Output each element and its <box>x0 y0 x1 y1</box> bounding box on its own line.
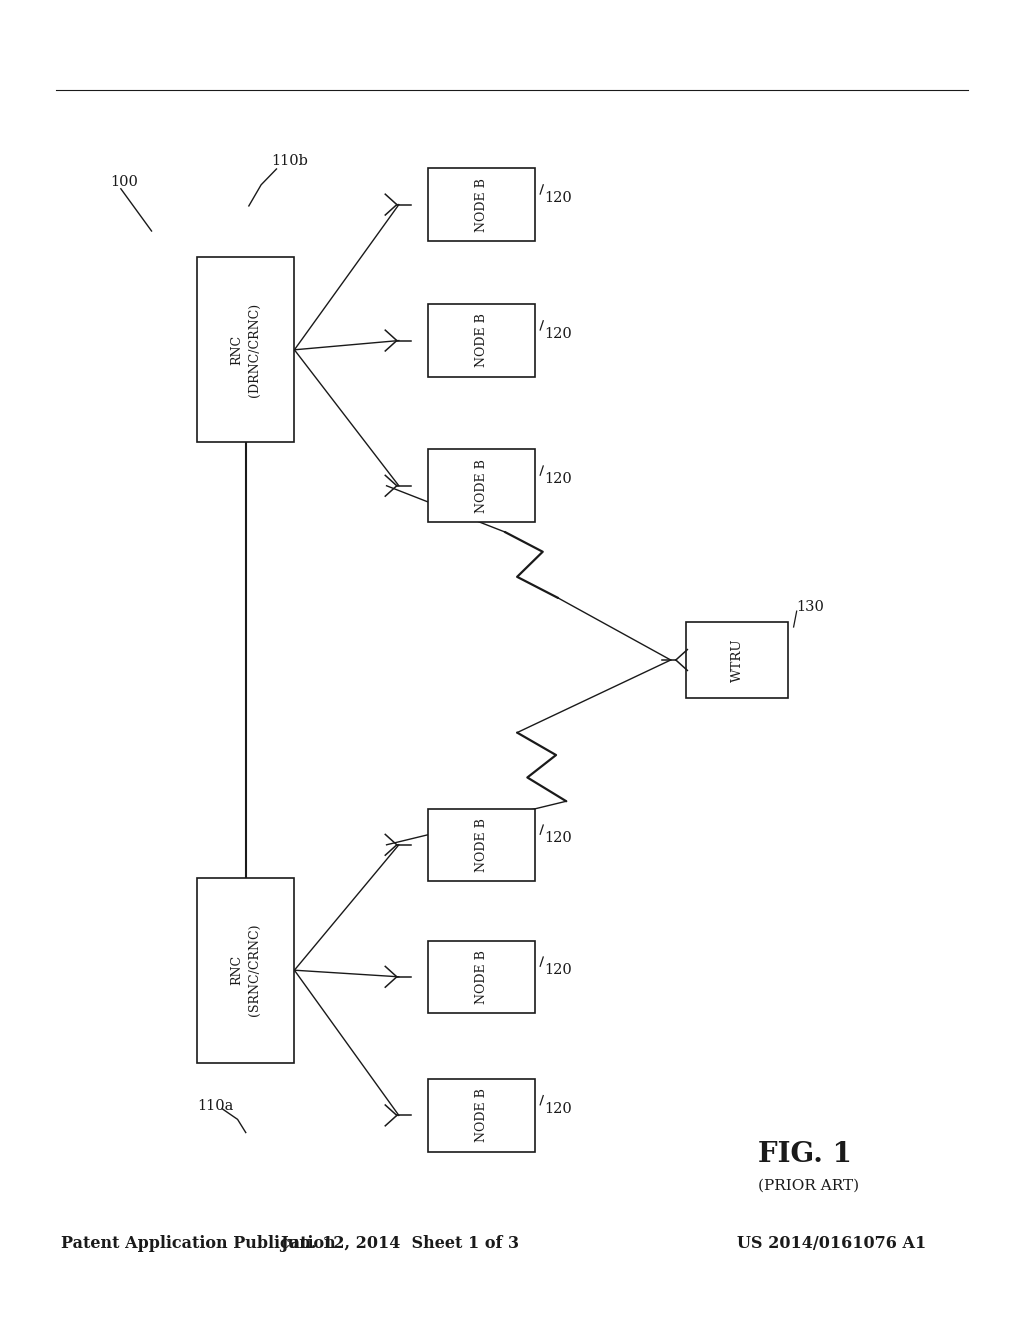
Text: WTRU: WTRU <box>731 638 743 682</box>
Text: NODE B: NODE B <box>475 314 487 367</box>
Text: 120: 120 <box>545 191 572 205</box>
Bar <box>686 622 788 698</box>
Bar <box>428 1078 535 1151</box>
Bar <box>197 257 295 442</box>
Bar <box>197 878 295 1063</box>
Text: 120: 120 <box>545 327 572 341</box>
Text: 130: 130 <box>797 601 824 614</box>
Text: 100: 100 <box>111 176 138 189</box>
Text: RNC
(DRNC/CRNC): RNC (DRNC/CRNC) <box>230 302 261 397</box>
Text: NODE B: NODE B <box>475 1089 487 1142</box>
Text: FIG. 1: FIG. 1 <box>758 1142 852 1168</box>
Text: NODE B: NODE B <box>475 459 487 512</box>
Text: 110a: 110a <box>198 1100 234 1113</box>
Bar <box>428 940 535 1014</box>
Text: 120: 120 <box>545 964 572 977</box>
Bar <box>428 808 535 882</box>
Text: Patent Application Publication: Patent Application Publication <box>61 1236 336 1251</box>
Text: (PRIOR ART): (PRIOR ART) <box>758 1179 859 1192</box>
Text: US 2014/0161076 A1: US 2014/0161076 A1 <box>737 1236 927 1251</box>
Text: 120: 120 <box>545 832 572 845</box>
Text: NODE B: NODE B <box>475 950 487 1003</box>
Text: 120: 120 <box>545 473 572 486</box>
Text: Jun. 12, 2014  Sheet 1 of 3: Jun. 12, 2014 Sheet 1 of 3 <box>280 1236 519 1251</box>
Text: NODE B: NODE B <box>475 818 487 871</box>
Bar <box>428 168 535 240</box>
Text: RNC
(SRNC/CRNC): RNC (SRNC/CRNC) <box>230 924 261 1016</box>
Text: NODE B: NODE B <box>475 178 487 231</box>
Text: 120: 120 <box>545 1102 572 1115</box>
Bar <box>428 449 535 523</box>
Bar <box>428 305 535 378</box>
Text: 110b: 110b <box>271 154 308 168</box>
